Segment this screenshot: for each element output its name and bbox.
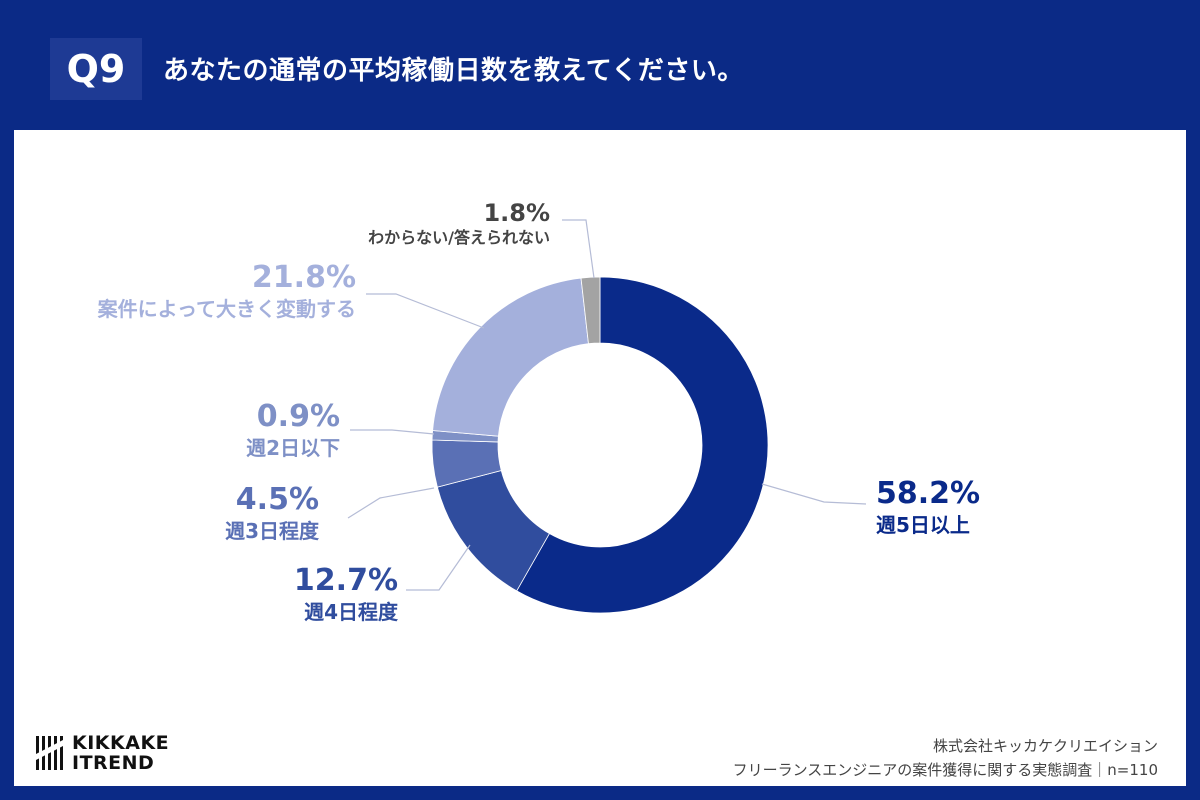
data-label-week3-cat: 週3日程度 [225,519,319,543]
question-number-badge: Q9 [50,38,142,100]
leader-line-week3 [347,487,435,519]
data-label-week2-cat: 週2日以下 [246,436,340,460]
leader-line-unknown [562,219,595,279]
label-varies: 21.8% 案件によって大きく変動する [30,260,356,321]
footer-survey: フリーランスエンジニアの案件獲得に関する実態調査｜n=110 [732,761,1158,779]
data-label-week5-cat: 週5日以上 [876,513,970,537]
data-label-unknown-cat: わからない/答えられない [368,228,550,247]
label-week4: 12.7% 週4日程度 [276,563,398,624]
data-label-varies-pct: 21.8% [251,260,356,295]
header: Q9 あなたの通常の平均稼働日数を教えてください。 [0,0,1200,130]
label-week2: 0.9% 週2日以下 [214,399,340,460]
question-title: あなたの通常の平均稼働日数を教えてください。 [163,56,744,86]
donut-chart [347,219,867,614]
footer-company: 株式会社キッカケクリエイション [932,737,1158,755]
footer-credits: 株式会社キッカケクリエイション フリーランスエンジニアの案件獲得に関する実態調査… [733,734,1158,782]
label-unknown: 1.8% わからない/答えられない [334,201,550,246]
leader-line-week5 [761,483,867,505]
data-label-varies-cat: 案件によって大きく変動する [97,297,356,321]
donut-slice-unknown [580,276,601,345]
donut-slice-week5 [516,276,769,614]
logo-text-line1: KIKKAKE [72,732,170,754]
data-label-week5-pct: 58.2% [876,476,981,511]
label-week3: 4.5% 週3日程度 [194,482,319,543]
data-label-week2-pct: 0.9% [256,399,340,434]
donut-slice-varies [432,277,589,437]
chart-panel: 58.2% 週5日以上 12.7% 週4日程度 4.5% 週3日程度 0.9% … [14,130,1186,786]
logo-text-line2: ITREND [72,752,155,774]
data-label-week3-pct: 4.5% [235,482,319,517]
data-label-unknown-pct: 1.8% [483,199,550,227]
data-label-week4-cat: 週4日程度 [304,600,398,624]
leader-line-week4 [406,544,471,591]
leader-line-varies [366,293,485,329]
data-label-week4-pct: 12.7% [293,563,398,598]
brand-logo: KIKKAKE ITREND [36,733,169,773]
leader-line-week2 [350,429,435,435]
label-week5: 58.2% 週5日以上 [876,476,981,537]
logo-icon [36,736,63,770]
